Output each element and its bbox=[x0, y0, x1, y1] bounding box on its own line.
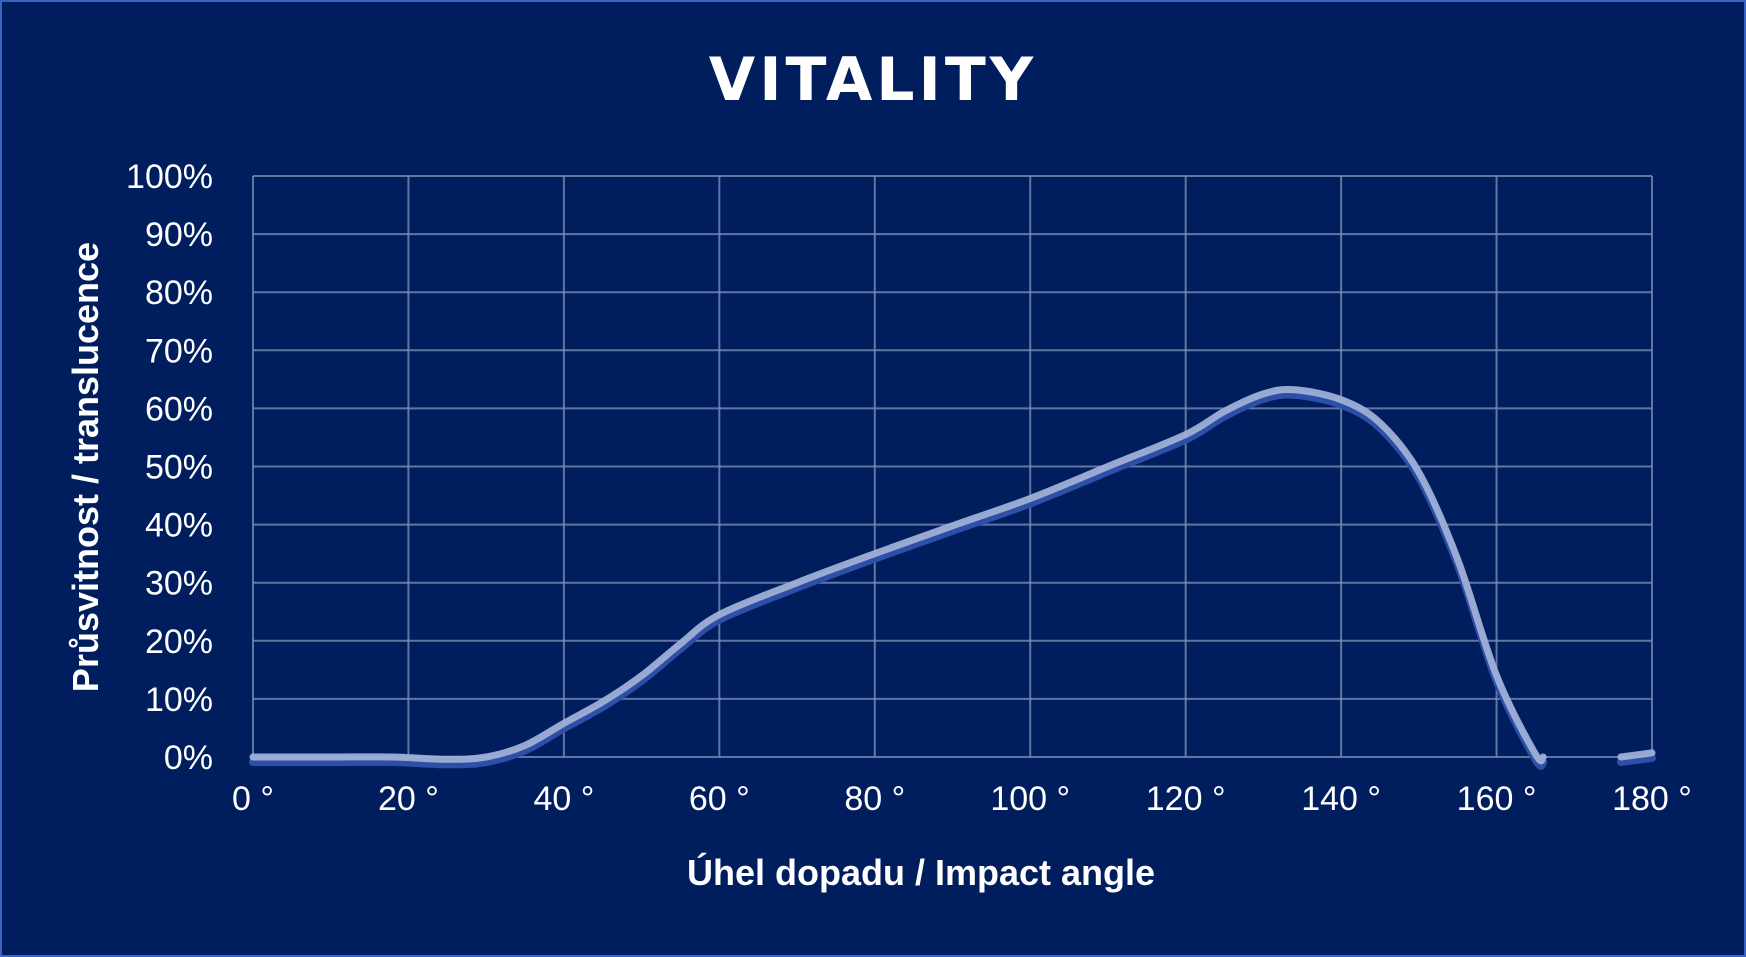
x-axis-label: Úhel dopadu / Impact angle bbox=[687, 851, 1155, 893]
y-tick-label: 40% bbox=[145, 507, 213, 545]
y-tick-label: 30% bbox=[145, 565, 213, 603]
grid bbox=[252, 175, 1653, 758]
tick-labels: 0 ° 20 ° 40 ° 60 ° 80 ° 100 ° 120 ° 140 ° 160 ° 1… bbox=[126, 158, 1692, 818]
y-tick-label: 60% bbox=[145, 390, 213, 428]
y-tick-label: 50% bbox=[145, 449, 213, 487]
x-tick-label: 20 ° bbox=[378, 780, 439, 818]
x-tick-label: 160 ° bbox=[1457, 780, 1537, 818]
x-tick-label: 60 ° bbox=[689, 780, 750, 818]
y-tick-label: 70% bbox=[145, 332, 213, 370]
x-tick-label: 100 ° bbox=[990, 780, 1070, 818]
series-line-shadow bbox=[1616, 753, 1656, 766]
y-tick-label: 100% bbox=[126, 158, 213, 196]
y-tick-label: 20% bbox=[145, 623, 213, 661]
series-line bbox=[249, 386, 1547, 765]
y-tick-label: 80% bbox=[145, 274, 213, 312]
x-tick-label: 180 ° bbox=[1612, 780, 1692, 818]
series-line-shadow bbox=[249, 390, 1548, 770]
x-tick-label: 40 ° bbox=[533, 780, 594, 818]
x-tick-label: 140 ° bbox=[1301, 780, 1381, 818]
series-0 bbox=[249, 386, 1548, 770]
y-axis-label: Průsvitnost / translucence bbox=[65, 242, 106, 692]
y-tick-label: 10% bbox=[145, 681, 213, 719]
x-tick-label: 80 ° bbox=[844, 780, 905, 818]
y-tick-label: 0% bbox=[164, 739, 213, 777]
series-line bbox=[1617, 749, 1656, 761]
chart-title: VITALITY bbox=[709, 45, 1037, 115]
x-tick-label: 0 ° bbox=[232, 780, 274, 818]
y-tick-label: 90% bbox=[145, 216, 213, 254]
series-layer bbox=[249, 386, 1656, 770]
x-tick-label: 120 ° bbox=[1146, 780, 1226, 818]
series-1 bbox=[1616, 749, 1656, 766]
